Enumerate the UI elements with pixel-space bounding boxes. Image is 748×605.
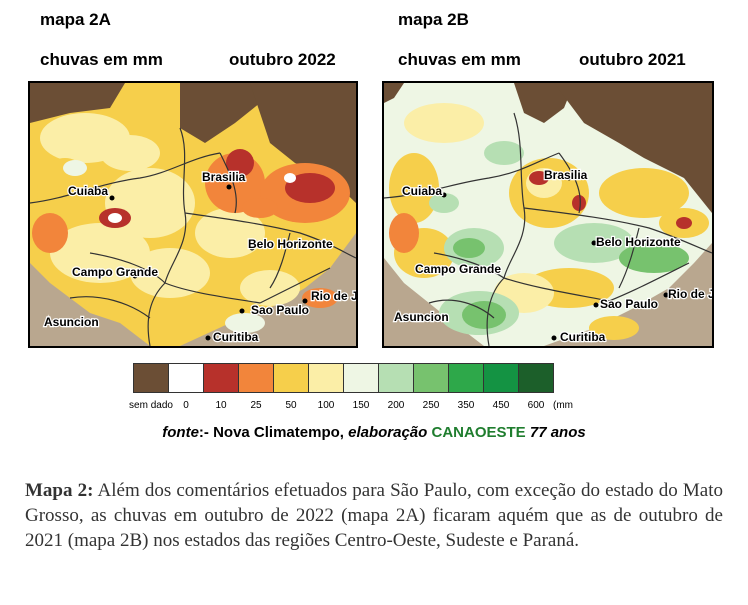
source-fonte: fonte (162, 424, 199, 441)
legend-label: 450 (492, 400, 510, 411)
map-a-period: outubro 2022 (229, 50, 336, 69)
source-elaboracao: elaboração (348, 424, 428, 441)
city-label: Brasilia (544, 168, 588, 182)
legend-label: 350 (457, 400, 475, 411)
map-b-title: mapa 2B (398, 10, 469, 29)
legend-swatch (413, 363, 449, 393)
source-mid: :- Nova Climatempo, (198, 424, 349, 441)
city-label: Curitiba (213, 330, 259, 344)
map-a-subtitle: chuvas em mm (40, 50, 163, 69)
legend-unit: (mm (553, 400, 573, 411)
legend-label: 0 (183, 400, 189, 411)
source-line: fonte:- Nova Climatempo, elaboração CANA… (0, 424, 748, 441)
source-org: CANAOESTE (431, 424, 526, 441)
legend-swatch (483, 363, 519, 393)
map-2a-graphic: Cuiaba Brasilia Belo Horizonte Campo Gra… (30, 83, 356, 346)
legend-swatch (238, 363, 274, 393)
legend-swatch (518, 363, 554, 393)
legend-swatch (448, 363, 484, 393)
city-label: Sao Paulo (251, 303, 309, 317)
city-label: Brasilia (202, 170, 246, 184)
map-b-period: outubro 2021 (579, 50, 686, 69)
city-label: Belo Horizonte (248, 237, 333, 251)
city-label: Asuncion (394, 310, 449, 324)
legend-swatch (378, 363, 414, 393)
legend-label: 25 (250, 400, 262, 411)
source-years: 77 anos (529, 424, 586, 441)
city-label: Rio de J (311, 289, 356, 303)
legend-label: 100 (317, 400, 335, 411)
legend-swatches (133, 363, 554, 393)
legend-label: 200 (387, 400, 405, 411)
legend-swatch (203, 363, 239, 393)
map-2b-graphic: Cuiaba Brasilia Belo Horizonte Campo Gra… (384, 83, 712, 346)
city-label: Cuiaba (402, 184, 442, 198)
legend-label: 10 (215, 400, 227, 411)
legend-label: 250 (422, 400, 440, 411)
city-label: Campo Grande (72, 265, 158, 279)
rainfall-legend: sem dado 0 10 25 50 100 150 200 250 350 450 600 (mm (129, 363, 573, 411)
city-label: Belo Horizonte (596, 235, 681, 249)
legend-swatch (133, 363, 169, 393)
legend-label: sem dado (129, 400, 173, 411)
legend-labels: sem dado 0 10 25 50 100 150 200 250 350 450 600 (mm (129, 400, 653, 416)
rainfall-map-2a: Cuiaba Brasilia Belo Horizonte Campo Gra… (28, 81, 358, 348)
caption-lead: Mapa 2: (25, 480, 94, 501)
legend-label: 50 (285, 400, 297, 411)
map-b-subtitle: chuvas em mm (398, 50, 521, 69)
city-label: Curitiba (560, 330, 606, 344)
figure-caption: Mapa 2: Além dos comentários efetuados p… (25, 478, 723, 553)
legend-swatch (343, 363, 379, 393)
legend-swatch (308, 363, 344, 393)
legend-label: 600 (527, 400, 545, 411)
legend-swatch (273, 363, 309, 393)
caption-text: Além dos comentários efetuados para São … (25, 480, 723, 551)
city-label: Sao Paulo (600, 297, 658, 311)
legend-swatch (168, 363, 204, 393)
map-a-title: mapa 2A (40, 10, 111, 29)
city-label: Cuiaba (68, 184, 108, 198)
rainfall-map-2b: Cuiaba Brasilia Belo Horizonte Campo Gra… (382, 81, 714, 348)
city-label: Rio de J (668, 287, 712, 301)
city-label: Asuncion (44, 315, 99, 329)
city-label: Campo Grande (415, 262, 501, 276)
legend-label: 150 (352, 400, 370, 411)
